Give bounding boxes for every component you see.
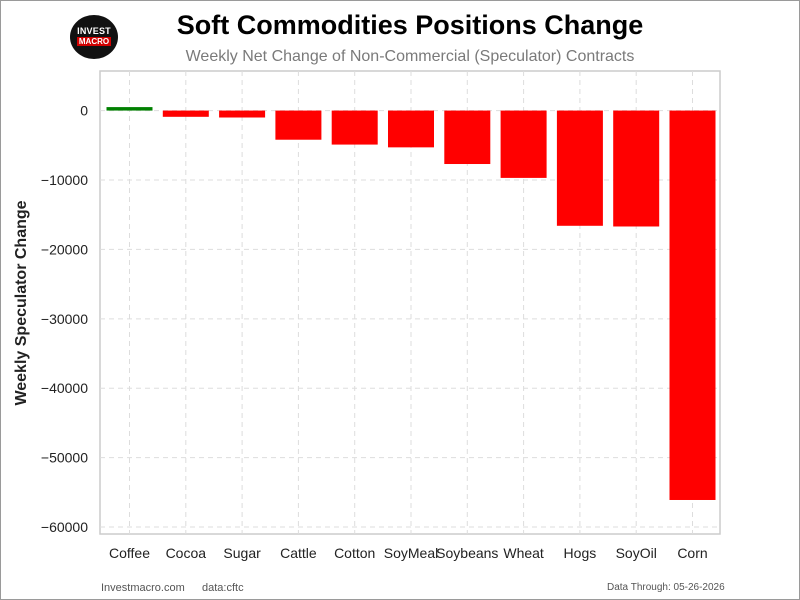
bar-corn bbox=[669, 110, 716, 500]
chart-subtitle: Weekly Net Change of Non-Commercial (Spe… bbox=[185, 48, 635, 65]
x-tick-label: Hogs bbox=[564, 545, 597, 561]
bar-sugar bbox=[219, 110, 266, 118]
y-axis-label: Weekly Speculator Change bbox=[13, 200, 30, 405]
logo-text-bottom: MACRO bbox=[77, 37, 111, 46]
y-tick-label: −60000 bbox=[41, 519, 88, 535]
bar-soymeal bbox=[388, 110, 434, 148]
x-tick-label: SoyOil bbox=[616, 545, 657, 561]
footer-source: data:cftc bbox=[202, 582, 244, 594]
bar-cotton bbox=[331, 110, 378, 145]
x-tick-label: Corn bbox=[677, 545, 707, 561]
y-tick-labels: 0 −10000 −20000 −30000 −40000 −50000 −60000 bbox=[41, 103, 88, 535]
x-tick-label: SoyMeal bbox=[384, 545, 438, 561]
x-tick-label: Cattle bbox=[280, 545, 317, 561]
x-tick-label: Cotton bbox=[334, 545, 375, 561]
footer-site: Investmacro.com bbox=[101, 582, 185, 594]
bar-soyoil bbox=[613, 110, 660, 227]
footer-date: Data Through: 05-26-2026 bbox=[607, 582, 725, 593]
x-tick-label: Wheat bbox=[503, 545, 544, 561]
bar-cocoa bbox=[162, 110, 209, 117]
bar-layer bbox=[106, 107, 716, 500]
y-tick-label: −30000 bbox=[41, 311, 88, 327]
plot-area bbox=[99, 70, 721, 535]
x-tick-label: Cocoa bbox=[166, 545, 207, 561]
investmacro-logo: INVEST MACRO bbox=[70, 15, 118, 59]
x-tick-labels: Coffee Cocoa Sugar Cattle Cotton SoyMealSoybe… bbox=[109, 545, 708, 561]
logo-text-top: INVEST bbox=[77, 26, 111, 36]
y-tick-label: −20000 bbox=[41, 241, 88, 257]
bar-hogs bbox=[556, 110, 603, 226]
chart-title: Soft Commodities Positions Change bbox=[176, 10, 644, 40]
y-tick-label: −40000 bbox=[41, 380, 88, 396]
bar-wheat bbox=[500, 110, 547, 178]
x-tick-label: Sugar bbox=[223, 545, 261, 561]
y-tick-label: −50000 bbox=[41, 450, 88, 466]
bar-cattle bbox=[275, 110, 322, 140]
x-tick-label: Soybeans bbox=[436, 545, 498, 561]
bar-soybeans bbox=[444, 110, 491, 165]
y-tick-label: −10000 bbox=[41, 172, 88, 188]
x-tick-label: Coffee bbox=[109, 545, 150, 561]
y-tick-label: 0 bbox=[80, 103, 88, 119]
bar-coffee bbox=[106, 107, 153, 111]
